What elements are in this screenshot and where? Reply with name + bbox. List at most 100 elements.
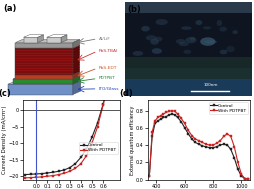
With PDTPBT bbox=[101, 104, 104, 106]
Control bbox=[228, 148, 231, 150]
With PDTPBT bbox=[204, 143, 207, 145]
Polygon shape bbox=[8, 84, 73, 94]
Control bbox=[182, 127, 185, 129]
With PDTPBT bbox=[73, 167, 76, 169]
With PDTPBT bbox=[170, 109, 173, 112]
Control bbox=[158, 118, 162, 120]
Control bbox=[40, 172, 43, 175]
With PDTPBT bbox=[62, 172, 66, 174]
Ellipse shape bbox=[199, 37, 215, 46]
With PDTPBT bbox=[167, 110, 170, 112]
Control bbox=[207, 146, 210, 149]
Polygon shape bbox=[13, 76, 80, 79]
With PDTPBT bbox=[40, 176, 43, 178]
Text: ITO/Glass: ITO/Glass bbox=[98, 87, 119, 91]
Ellipse shape bbox=[195, 20, 202, 25]
With PDTPBT bbox=[112, 43, 115, 45]
With PDTPBT bbox=[243, 177, 246, 180]
Ellipse shape bbox=[183, 50, 190, 54]
Control bbox=[107, 81, 110, 83]
Control bbox=[218, 144, 221, 146]
Text: 100nm: 100nm bbox=[202, 83, 217, 87]
Bar bbox=[124, 13, 251, 57]
With PDTPBT bbox=[176, 113, 179, 115]
Control bbox=[221, 143, 224, 145]
Ellipse shape bbox=[204, 40, 216, 44]
Ellipse shape bbox=[145, 35, 156, 41]
Polygon shape bbox=[47, 37, 61, 43]
Line: Control: Control bbox=[24, 43, 117, 176]
Line: With PDTPBT: With PDTPBT bbox=[24, 33, 117, 179]
With PDTPBT bbox=[182, 122, 185, 125]
With PDTPBT bbox=[156, 116, 159, 119]
Text: PbS-EDT: PbS-EDT bbox=[98, 66, 117, 70]
With PDTPBT bbox=[24, 177, 27, 179]
With PDTPBT bbox=[161, 113, 164, 115]
Control bbox=[46, 172, 49, 174]
With PDTPBT bbox=[46, 175, 49, 177]
With PDTPBT bbox=[107, 76, 110, 78]
With PDTPBT bbox=[90, 142, 93, 144]
Ellipse shape bbox=[154, 37, 162, 41]
With PDTPBT bbox=[235, 161, 239, 163]
With PDTPBT bbox=[239, 173, 242, 176]
Control bbox=[101, 103, 104, 105]
Ellipse shape bbox=[141, 26, 149, 32]
Control bbox=[51, 171, 54, 174]
Control bbox=[68, 167, 71, 169]
Control bbox=[57, 170, 60, 172]
With PDTPBT bbox=[179, 117, 182, 119]
Text: (b): (b) bbox=[127, 5, 141, 14]
Control bbox=[150, 135, 153, 138]
Polygon shape bbox=[61, 35, 67, 43]
With PDTPBT bbox=[218, 140, 221, 142]
Ellipse shape bbox=[155, 19, 167, 25]
Polygon shape bbox=[15, 48, 73, 75]
Control bbox=[90, 136, 93, 138]
Polygon shape bbox=[24, 35, 43, 37]
Control bbox=[161, 116, 164, 119]
Control bbox=[214, 146, 217, 148]
Control bbox=[167, 114, 170, 116]
Control bbox=[243, 177, 246, 180]
Line: With PDTPBT: With PDTPBT bbox=[148, 109, 249, 180]
Control bbox=[193, 141, 196, 144]
With PDTPBT bbox=[189, 134, 193, 137]
Y-axis label: External quantum efficiency: External quantum efficiency bbox=[129, 105, 134, 175]
Text: Al/LiF: Al/LiF bbox=[98, 37, 110, 41]
Polygon shape bbox=[15, 45, 80, 48]
Polygon shape bbox=[15, 43, 73, 48]
Polygon shape bbox=[73, 81, 80, 94]
Polygon shape bbox=[38, 35, 43, 43]
Control bbox=[147, 175, 150, 177]
Bar bbox=[124, 68, 251, 79]
Control bbox=[153, 122, 156, 125]
With PDTPBT bbox=[228, 135, 231, 138]
Polygon shape bbox=[24, 37, 38, 43]
Ellipse shape bbox=[150, 39, 158, 45]
With PDTPBT bbox=[232, 146, 235, 148]
Control bbox=[173, 114, 176, 116]
Bar bbox=[124, 57, 251, 68]
With PDTPBT bbox=[96, 125, 99, 128]
Polygon shape bbox=[73, 40, 80, 48]
Polygon shape bbox=[13, 79, 73, 84]
Control bbox=[197, 143, 200, 145]
Control bbox=[96, 122, 99, 124]
Control bbox=[204, 146, 207, 148]
Polygon shape bbox=[73, 72, 80, 79]
Control bbox=[73, 163, 76, 165]
Ellipse shape bbox=[225, 46, 234, 52]
Text: PDTPBT: PDTPBT bbox=[98, 76, 115, 81]
With PDTPBT bbox=[51, 174, 54, 177]
Control bbox=[29, 173, 32, 175]
With PDTPBT bbox=[193, 138, 196, 140]
Ellipse shape bbox=[231, 30, 237, 34]
Control bbox=[156, 120, 159, 122]
With PDTPBT bbox=[85, 155, 88, 157]
Control bbox=[35, 173, 38, 175]
Polygon shape bbox=[15, 72, 80, 75]
Control bbox=[85, 148, 88, 150]
With PDTPBT bbox=[79, 163, 82, 165]
Ellipse shape bbox=[216, 20, 221, 26]
